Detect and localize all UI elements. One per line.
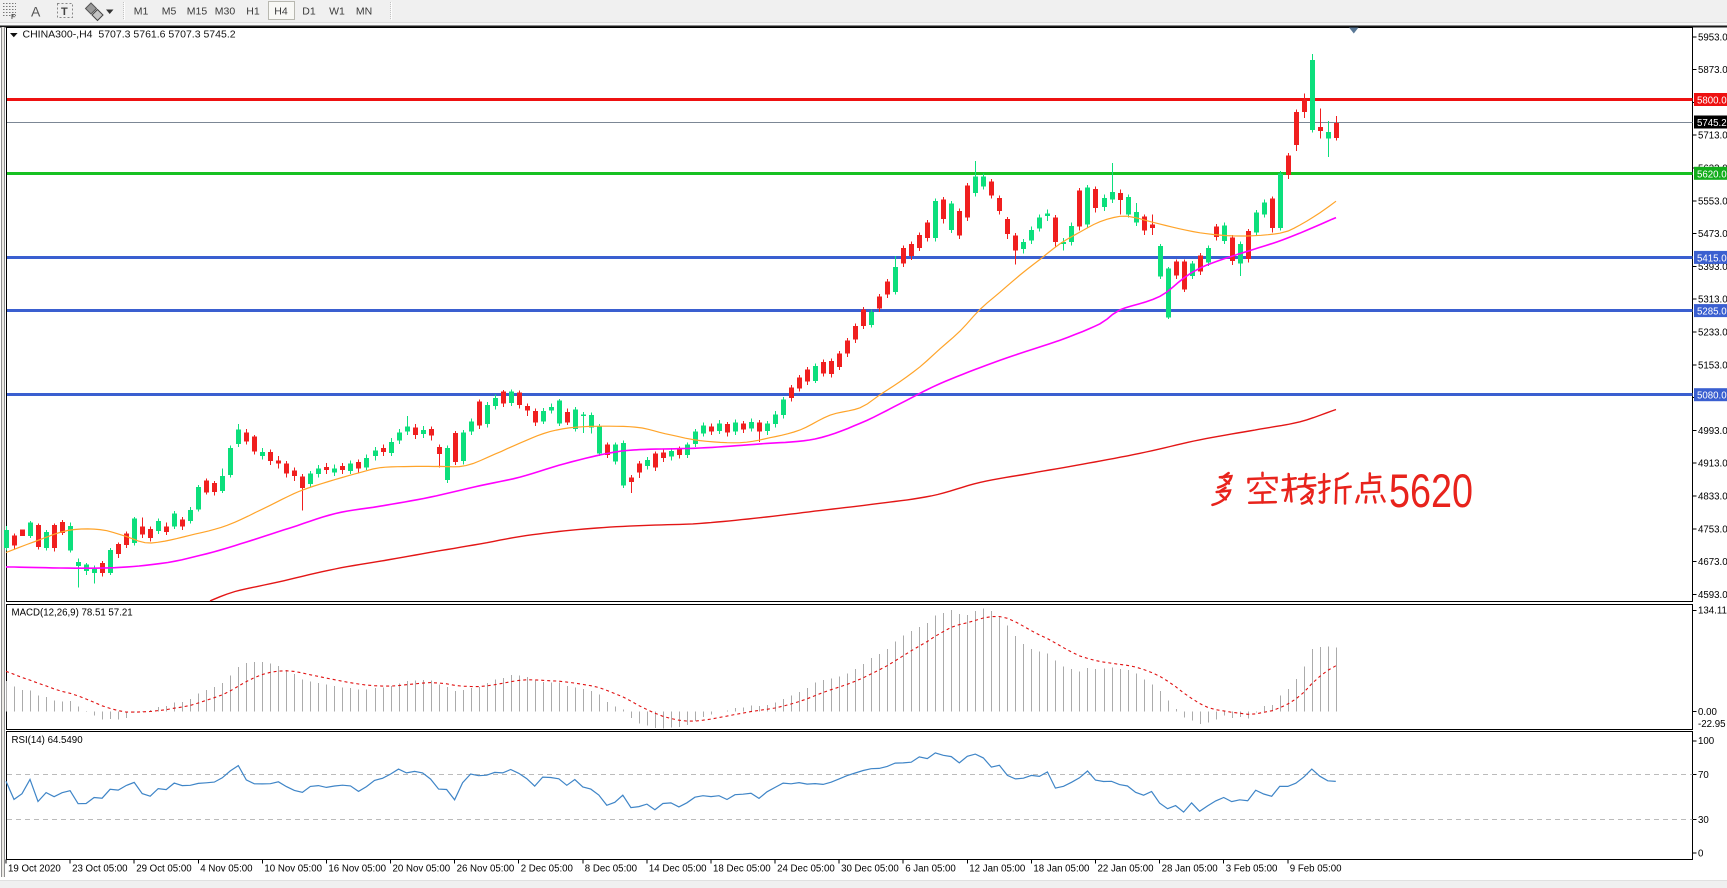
svg-text:5620.0: 5620.0 [1697, 169, 1727, 180]
svg-text:W1: W1 [329, 6, 345, 18]
svg-text:H1: H1 [246, 6, 260, 18]
svg-text:4833.0: 4833.0 [1698, 492, 1727, 503]
svg-text:CHINA300-,H4 5707.3 5761.6 57: CHINA300-,H4 5707.3 5761.6 5707.3 5745.2 [23, 29, 236, 41]
svg-text:MACD(12,26,9) 78.51 57.21: MACD(12,26,9) 78.51 57.21 [12, 608, 133, 619]
svg-text:5953.0: 5953.0 [1698, 32, 1727, 43]
svg-text:8 Dec 05:00: 8 Dec 05:00 [585, 864, 638, 875]
svg-text:2 Dec 05:00: 2 Dec 05:00 [521, 864, 574, 875]
svg-text:RSI(14) 64.5490: RSI(14) 64.5490 [12, 735, 84, 746]
svg-text:4913.0: 4913.0 [1698, 459, 1727, 470]
svg-text:10 Nov 05:00: 10 Nov 05:00 [264, 864, 322, 875]
svg-text:18 Dec 05:00: 18 Dec 05:00 [713, 864, 771, 875]
svg-text:6 Jan 05:00: 6 Jan 05:00 [905, 864, 956, 875]
svg-text:16 Nov 05:00: 16 Nov 05:00 [328, 864, 386, 875]
svg-text:19 Oct 2020: 19 Oct 2020 [8, 864, 61, 875]
svg-text:4993.0: 4993.0 [1698, 426, 1727, 437]
svg-text:5473.0: 5473.0 [1698, 229, 1727, 240]
svg-text:5800.0: 5800.0 [1697, 96, 1727, 107]
svg-text:30: 30 [1698, 815, 1709, 826]
svg-text:4673.0: 4673.0 [1698, 557, 1727, 568]
svg-text:5233.0: 5233.0 [1698, 328, 1727, 339]
svg-text:A: A [31, 4, 41, 20]
svg-text:F: F [11, 12, 16, 21]
svg-text:-22.95: -22.95 [1698, 719, 1725, 730]
svg-text:29 Oct 05:00: 29 Oct 05:00 [136, 864, 192, 875]
svg-text:5873.0: 5873.0 [1698, 65, 1727, 76]
svg-text:134.11: 134.11 [1698, 606, 1727, 617]
svg-text:9 Feb 05:00: 9 Feb 05:00 [1290, 864, 1342, 875]
svg-text:5153.0: 5153.0 [1698, 360, 1727, 371]
svg-text:4 Nov 05:00: 4 Nov 05:00 [200, 864, 253, 875]
svg-text:20 Nov 05:00: 20 Nov 05:00 [393, 864, 451, 875]
svg-text:70: 70 [1698, 770, 1709, 781]
svg-text:23 Oct 05:00: 23 Oct 05:00 [72, 864, 128, 875]
svg-text:0: 0 [1698, 849, 1704, 860]
svg-text:T: T [61, 6, 68, 18]
svg-text:4593.0: 4593.0 [1698, 590, 1727, 601]
svg-text:5285.0: 5285.0 [1697, 307, 1727, 318]
svg-text:5713.0: 5713.0 [1698, 131, 1727, 142]
svg-text:5620: 5620 [1389, 464, 1473, 517]
svg-text:D1: D1 [302, 6, 316, 18]
svg-text:12 Jan 05:00: 12 Jan 05:00 [969, 864, 1026, 875]
svg-text:H4: H4 [274, 6, 288, 18]
svg-text:0.00: 0.00 [1698, 707, 1717, 718]
svg-text:M15: M15 [187, 6, 208, 18]
svg-text:100: 100 [1698, 736, 1715, 747]
svg-text:5415.0: 5415.0 [1697, 253, 1727, 264]
svg-text:5313.0: 5313.0 [1698, 295, 1727, 306]
svg-text:14 Dec 05:00: 14 Dec 05:00 [649, 864, 707, 875]
svg-text:22 Jan 05:00: 22 Jan 05:00 [1098, 864, 1155, 875]
svg-text:26 Nov 05:00: 26 Nov 05:00 [457, 864, 515, 875]
svg-text:M1: M1 [134, 6, 149, 18]
svg-text:30 Dec 05:00: 30 Dec 05:00 [841, 864, 899, 875]
svg-text:MN: MN [356, 6, 372, 18]
svg-text:5080.0: 5080.0 [1697, 391, 1727, 402]
svg-text:5393.0: 5393.0 [1698, 262, 1727, 273]
svg-text:4753.0: 4753.0 [1698, 524, 1727, 535]
svg-text:3 Feb 05:00: 3 Feb 05:00 [1226, 864, 1278, 875]
svg-text:5745.2: 5745.2 [1697, 118, 1727, 129]
svg-text:5553.0: 5553.0 [1698, 196, 1727, 207]
svg-text:M30: M30 [215, 6, 236, 18]
svg-text:24 Dec 05:00: 24 Dec 05:00 [777, 864, 835, 875]
svg-text:18 Jan 05:00: 18 Jan 05:00 [1033, 864, 1090, 875]
svg-text:28 Jan 05:00: 28 Jan 05:00 [1162, 864, 1219, 875]
svg-text:M5: M5 [162, 6, 177, 18]
